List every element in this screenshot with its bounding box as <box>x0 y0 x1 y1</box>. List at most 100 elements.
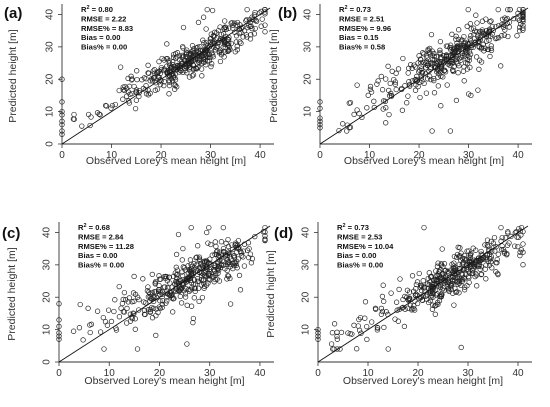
x-axis-label: Observed Lorey's mean height [m] <box>86 155 246 167</box>
data-point <box>415 60 421 66</box>
data-point <box>129 315 136 322</box>
data-point <box>207 277 213 283</box>
data-point <box>120 84 126 90</box>
x-tick-label: 0 <box>59 150 65 161</box>
data-point <box>374 81 380 87</box>
data-point <box>421 80 427 87</box>
data-point <box>157 305 163 312</box>
data-point <box>441 261 448 267</box>
data-point <box>187 257 194 263</box>
data-point <box>401 323 408 330</box>
data-point <box>347 124 354 130</box>
x-tick-label: 20 <box>413 150 425 161</box>
data-point <box>230 265 236 272</box>
data-point <box>334 333 340 340</box>
data-point <box>520 241 526 247</box>
y-tick-label: 30 <box>42 259 53 271</box>
data-point <box>136 307 142 313</box>
data-point <box>435 260 441 266</box>
data-point <box>456 63 462 69</box>
data-point <box>209 61 215 67</box>
panel-a: (a) 0 10 20 30 40 0 10 20 30 40 Observed Lorey's me… <box>4 4 274 167</box>
data-point <box>495 251 501 257</box>
data-point <box>252 9 258 16</box>
stat-rmse-pct: RMSE% = 8.83 <box>81 24 133 33</box>
data-point <box>407 302 414 308</box>
data-point <box>230 25 236 31</box>
data-point <box>505 33 511 40</box>
data-point <box>116 283 122 290</box>
data-point <box>520 262 526 268</box>
x-tick-label: 10 <box>364 150 376 161</box>
data-point <box>220 44 226 50</box>
data-point <box>491 234 498 241</box>
data-point <box>56 323 62 330</box>
stat-r: R2 = 0.68 <box>78 223 110 232</box>
data-point <box>368 89 375 95</box>
stat-rmse: RMSE = 2.53 <box>337 232 382 241</box>
data-point <box>147 308 153 315</box>
data-point <box>362 299 369 305</box>
data-point <box>447 128 454 134</box>
scatter-points <box>317 6 526 134</box>
data-point <box>174 50 181 56</box>
data-point <box>445 53 451 60</box>
data-point <box>490 27 497 34</box>
data-point <box>246 245 252 252</box>
data-point <box>188 224 194 231</box>
data-point <box>101 346 107 352</box>
data-point <box>104 322 111 328</box>
data-point <box>427 45 433 52</box>
data-point <box>459 271 465 277</box>
data-point <box>499 243 505 249</box>
data-point <box>517 252 523 259</box>
data-point <box>228 242 235 248</box>
data-point <box>246 254 252 261</box>
data-point <box>354 82 360 88</box>
data-point <box>150 75 157 81</box>
data-point <box>498 224 504 231</box>
data-point <box>506 24 512 30</box>
panel-c: (c) 0 10 20 30 40 0 10 20 30 40 Observed Lorey's me… <box>2 222 274 387</box>
data-point <box>262 9 268 15</box>
data-point <box>338 329 345 336</box>
data-point <box>461 64 467 70</box>
data-point <box>452 277 458 284</box>
y-tick-label: 20 <box>303 73 314 85</box>
data-point <box>193 65 199 71</box>
data-point <box>455 281 461 288</box>
data-point <box>199 294 206 301</box>
data-point <box>441 287 447 294</box>
x-tick-label: 40 <box>255 150 267 161</box>
data-point <box>262 22 268 28</box>
data-point <box>234 22 240 28</box>
data-point <box>406 289 413 295</box>
data-point <box>100 314 106 321</box>
y-tick-label: 10 <box>303 106 314 118</box>
data-point <box>221 26 227 32</box>
data-point <box>214 45 220 51</box>
data-point <box>371 98 377 104</box>
data-point <box>124 305 130 312</box>
data-point <box>216 267 222 273</box>
scatter-points <box>59 6 268 137</box>
data-point <box>113 327 120 333</box>
data-point <box>387 80 393 87</box>
data-point <box>232 242 238 248</box>
data-point <box>516 17 523 23</box>
data-point <box>210 54 216 60</box>
data-point <box>475 87 481 93</box>
data-point <box>409 306 415 312</box>
data-point <box>461 33 467 40</box>
data-point <box>199 73 205 79</box>
data-point <box>183 64 190 71</box>
data-point <box>217 24 223 30</box>
data-point <box>378 305 385 312</box>
data-point <box>203 26 209 32</box>
data-point <box>379 87 386 93</box>
data-point <box>59 121 65 128</box>
data-point <box>441 68 447 74</box>
data-point <box>518 247 524 253</box>
data-point <box>464 248 470 254</box>
